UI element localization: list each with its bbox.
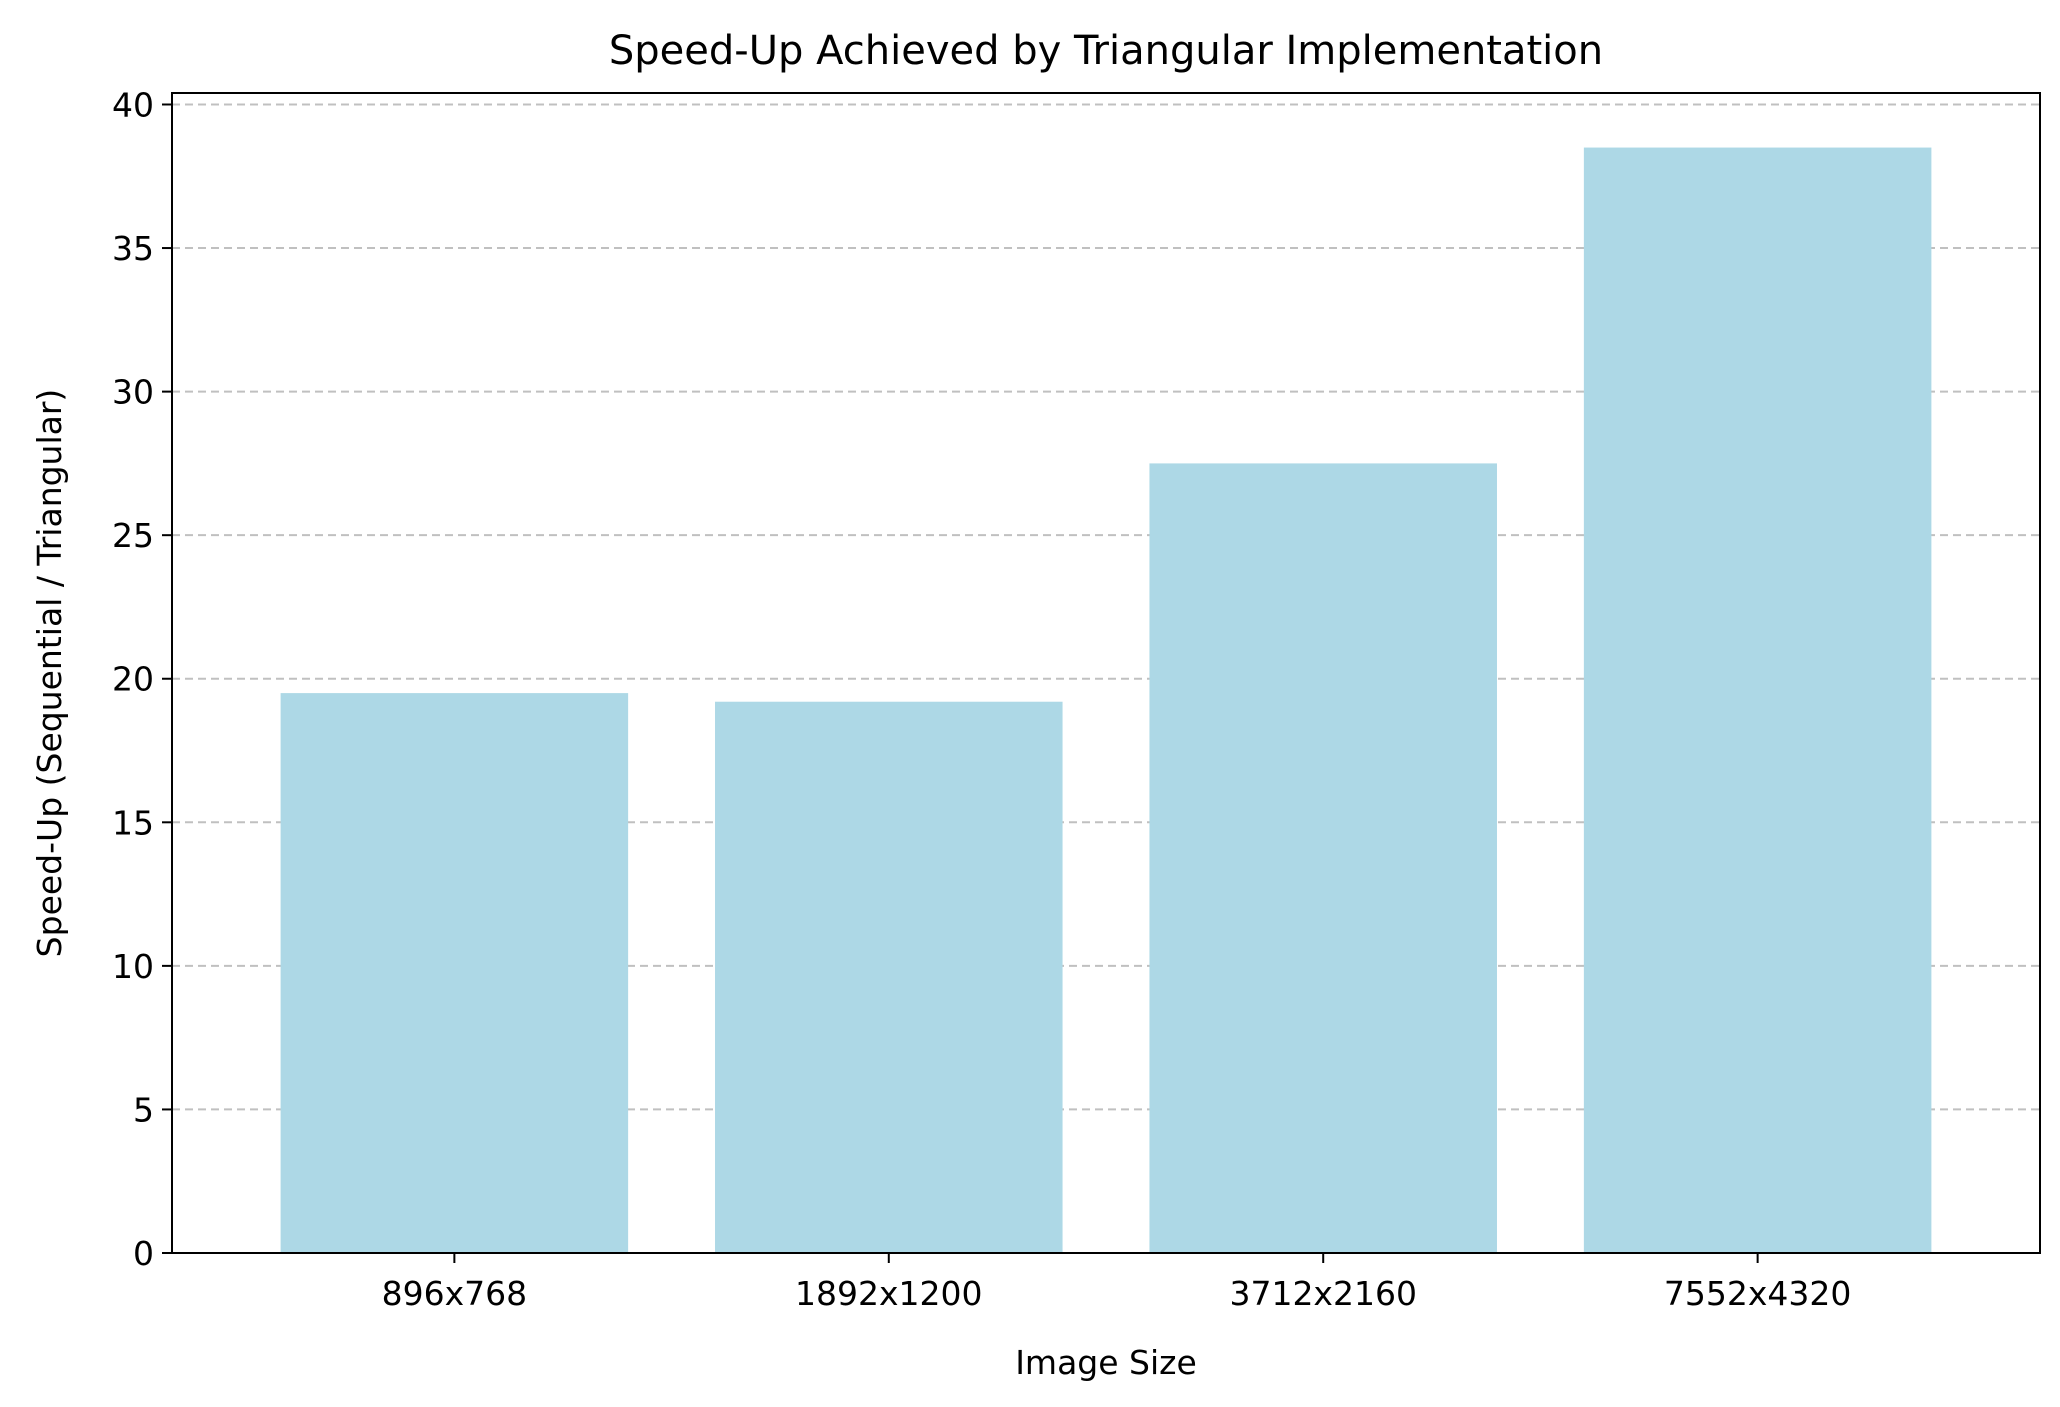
x-tick-label: 3712x2160 [1229, 1274, 1417, 1313]
y-tick-label: 5 [133, 1090, 154, 1129]
x-axis-ticks: 896x768 1892x1200 3712x2160 7552x4320 [382, 1253, 1852, 1313]
x-tick-label: 1892x1200 [795, 1274, 983, 1313]
x-tick-label: 7552x4320 [1664, 1274, 1852, 1313]
x-axis-label: Image Size [1015, 1343, 1197, 1382]
bar [1583, 147, 1932, 1254]
y-tick-label: 10 [112, 947, 154, 986]
y-tick-label: 15 [112, 803, 154, 842]
y-axis-label: Speed-Up (Sequential / Triangular) [30, 389, 69, 958]
y-tick-label: 40 [112, 85, 154, 124]
plot-frame [171, 92, 2041, 1254]
y-tick-label: 20 [112, 660, 154, 699]
y-tick-label: 35 [112, 229, 154, 268]
x-tick-label: 896x768 [382, 1274, 528, 1313]
bar [1149, 463, 1497, 1254]
bar [715, 701, 1063, 1253]
y-tick-label: 0 [133, 1234, 154, 1273]
bar [280, 693, 629, 1253]
y-tick-label: 25 [112, 516, 154, 555]
y-axis-ticks: 0 5 10 15 20 25 30 35 40 [112, 85, 172, 1273]
bars [280, 147, 1932, 1254]
y-tick-label: 30 [112, 373, 154, 412]
chart-title: Speed-Up Achieved by Triangular Implemen… [609, 28, 1603, 74]
